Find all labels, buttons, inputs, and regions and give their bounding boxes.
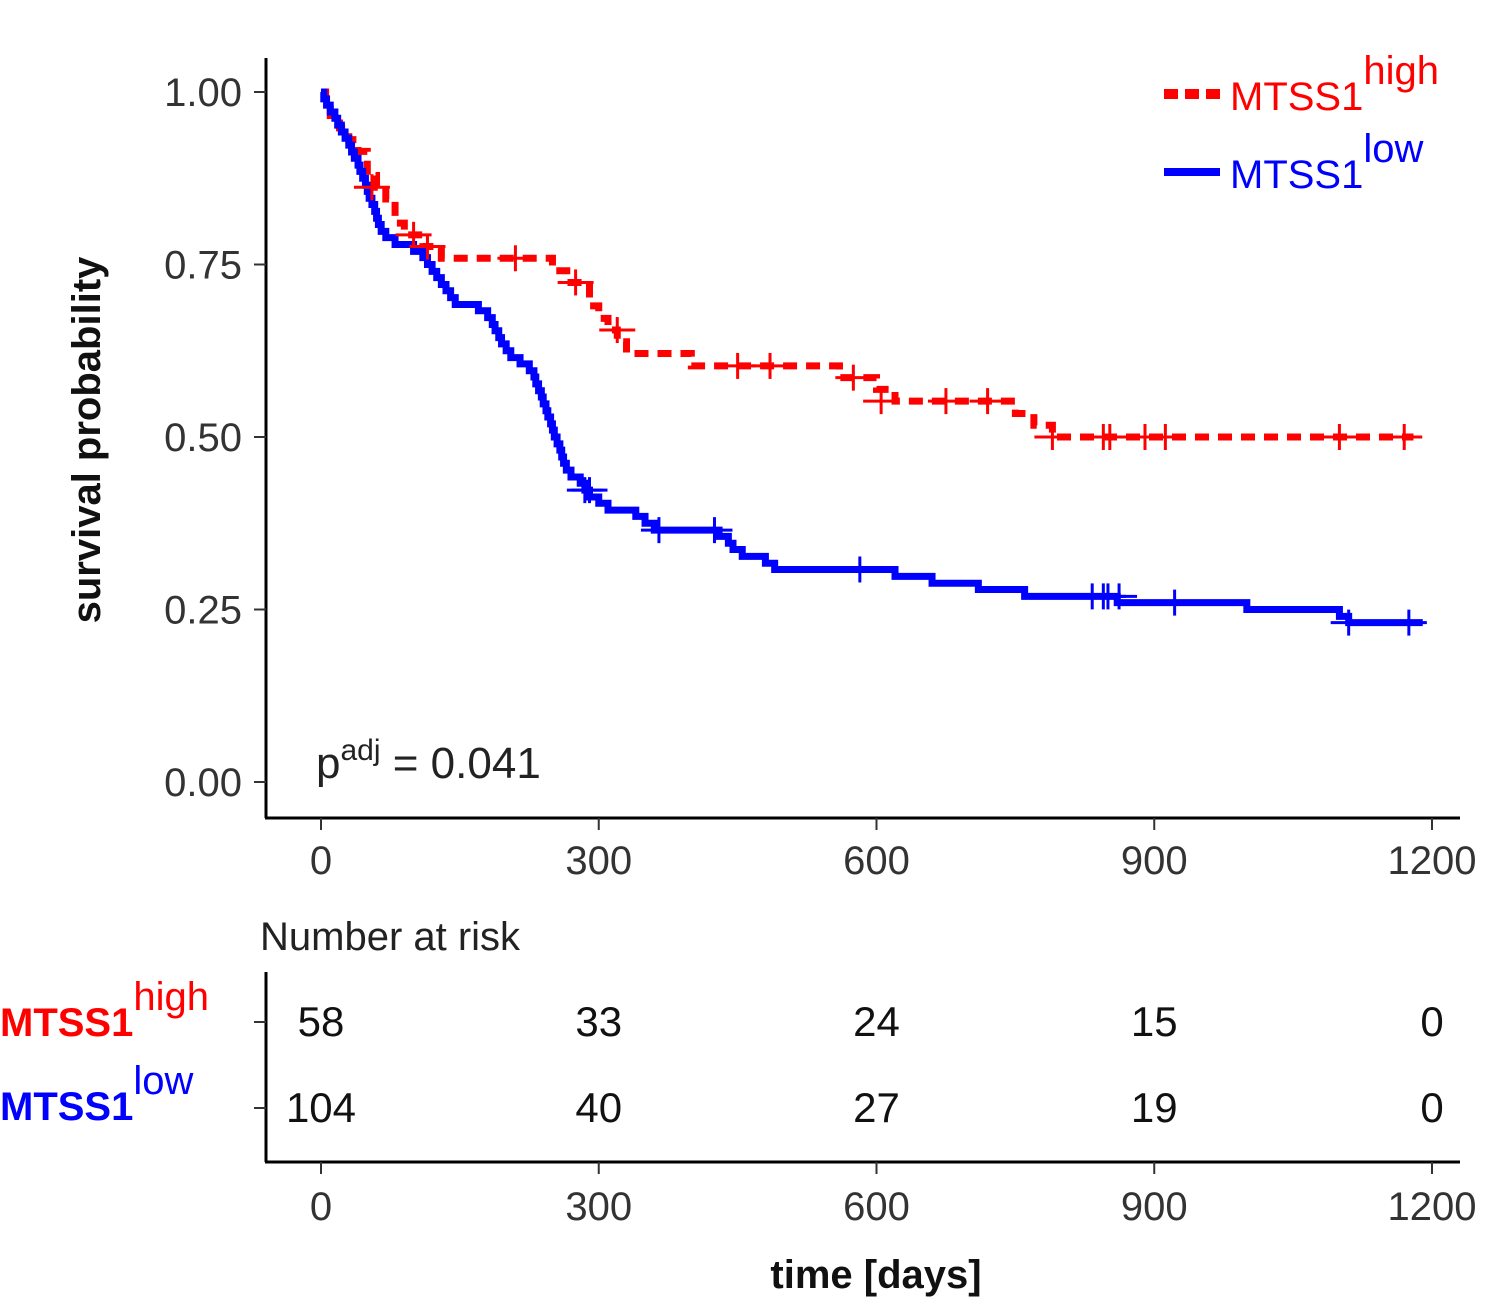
survival-curve-low bbox=[320, 88, 1423, 627]
censor-mark-high bbox=[719, 352, 756, 379]
p-value-annotation: padj = 0.041 bbox=[316, 734, 541, 788]
risk-row-label-low: MTSS1low bbox=[0, 1059, 193, 1129]
survival-curves bbox=[320, 88, 1423, 627]
legend-sup-low: low bbox=[1363, 127, 1423, 171]
x-tick-label: 900 bbox=[1121, 839, 1188, 883]
censor-mark-low bbox=[696, 517, 733, 544]
risk-row-label-high: MTSS1high bbox=[0, 975, 209, 1045]
legend-item-low: MTSS1low bbox=[1164, 127, 1423, 197]
censor-mark-high bbox=[497, 245, 534, 272]
censor-mark-low bbox=[571, 477, 608, 504]
censor-mark-high bbox=[395, 221, 432, 248]
censor-mark-low bbox=[1101, 583, 1138, 610]
risk-x-tick-label: 900 bbox=[1121, 1185, 1188, 1229]
y-tick-label: 0.75 bbox=[164, 244, 242, 288]
censor-mark-high bbox=[599, 317, 636, 344]
censor-mark-low bbox=[1390, 609, 1427, 636]
p-value-text: = 0.041 bbox=[381, 739, 541, 788]
risk-cell-low: 27 bbox=[853, 1084, 900, 1131]
survival-curve-high bbox=[321, 88, 1414, 441]
censor-mark-low bbox=[1156, 589, 1193, 616]
censor-mark-high bbox=[752, 352, 789, 379]
p-value-base: p bbox=[316, 739, 340, 788]
y-tick-label: 1.00 bbox=[164, 71, 242, 115]
censor-mark-low bbox=[841, 556, 878, 583]
risk-table-title: Number at risk bbox=[260, 915, 521, 959]
legend-label-low: MTSS1low bbox=[1230, 127, 1423, 197]
censor-mark-high bbox=[863, 388, 900, 415]
risk-x-tick-label: 0 bbox=[310, 1185, 332, 1229]
legend-name-high: MTSS1 bbox=[1230, 75, 1363, 119]
censor-mark-high bbox=[557, 269, 594, 296]
legend-name-low: MTSS1 bbox=[1230, 153, 1363, 197]
risk-cell-low: 19 bbox=[1131, 1084, 1178, 1131]
risk-x-ticks: 0 300 600 900 1200 bbox=[310, 1162, 1477, 1229]
x-tick-label: 1200 bbox=[1388, 839, 1477, 883]
censor-mark-high bbox=[1091, 424, 1128, 450]
legend-label-high: MTSS1high bbox=[1230, 49, 1439, 119]
risk-x-tick-label: 600 bbox=[843, 1185, 910, 1229]
censor-mark-high bbox=[1321, 424, 1358, 450]
risk-cell-low: 40 bbox=[575, 1084, 622, 1131]
risk-row-sup-high: high bbox=[133, 975, 209, 1019]
risk-cell-high: 24 bbox=[853, 998, 900, 1045]
legend: MTSS1high MTSS1low bbox=[1164, 49, 1439, 197]
censor-marks bbox=[353, 174, 1427, 636]
risk-cell-low: 0 bbox=[1420, 1084, 1443, 1131]
risk-cell-high: 15 bbox=[1131, 998, 1178, 1045]
y-tick-label: 0.25 bbox=[164, 589, 242, 633]
legend-item-high: MTSS1high bbox=[1164, 49, 1439, 119]
risk-row-name-low: MTSS1 bbox=[0, 1085, 133, 1129]
risk-x-tick-label: 1200 bbox=[1388, 1185, 1477, 1229]
censor-mark-high bbox=[409, 233, 446, 260]
risk-x-tick-label: 300 bbox=[565, 1185, 632, 1229]
censor-mark-high bbox=[1386, 424, 1423, 450]
risk-row-sup-low: low bbox=[133, 1059, 193, 1103]
x-tick-label: 600 bbox=[843, 839, 910, 883]
censor-mark-high bbox=[353, 174, 390, 201]
risk-cell-high: 0 bbox=[1420, 998, 1443, 1045]
y-tick-label: 0.50 bbox=[164, 416, 242, 460]
censor-mark-high bbox=[1147, 424, 1184, 450]
censor-mark-high bbox=[835, 364, 872, 391]
p-value-superscript: adj bbox=[340, 734, 380, 767]
censor-mark-low bbox=[1330, 609, 1367, 636]
risk-row-labels: MTSS1high MTSS1low bbox=[0, 975, 266, 1129]
x-axis-title: time [days] bbox=[770, 1253, 981, 1297]
risk-cell-high: 33 bbox=[575, 998, 622, 1045]
risk-table-cells: 58 33 24 15 0 104 40 27 19 0 bbox=[286, 998, 1444, 1131]
censor-mark-high bbox=[1034, 424, 1071, 450]
risk-cell-high: 58 bbox=[298, 998, 345, 1045]
censor-mark-high bbox=[927, 388, 964, 415]
x-tick-label: 0 bbox=[310, 839, 332, 883]
legend-sup-high: high bbox=[1363, 49, 1439, 93]
censor-mark-low bbox=[640, 517, 677, 544]
y-tick-label: 0.00 bbox=[164, 761, 242, 805]
x-tick-label: 300 bbox=[565, 839, 632, 883]
y-ticks: 0.00 0.25 0.50 0.75 1.00 bbox=[164, 71, 266, 805]
risk-row-name-high: MTSS1 bbox=[0, 1001, 133, 1045]
censor-mark-high bbox=[969, 388, 1006, 415]
risk-cell-low: 104 bbox=[286, 1084, 356, 1131]
y-axis-title: survival probability bbox=[65, 256, 109, 624]
risk-table-axes bbox=[264, 972, 1460, 1164]
x-ticks: 0 300 600 900 1200 bbox=[310, 818, 1477, 883]
